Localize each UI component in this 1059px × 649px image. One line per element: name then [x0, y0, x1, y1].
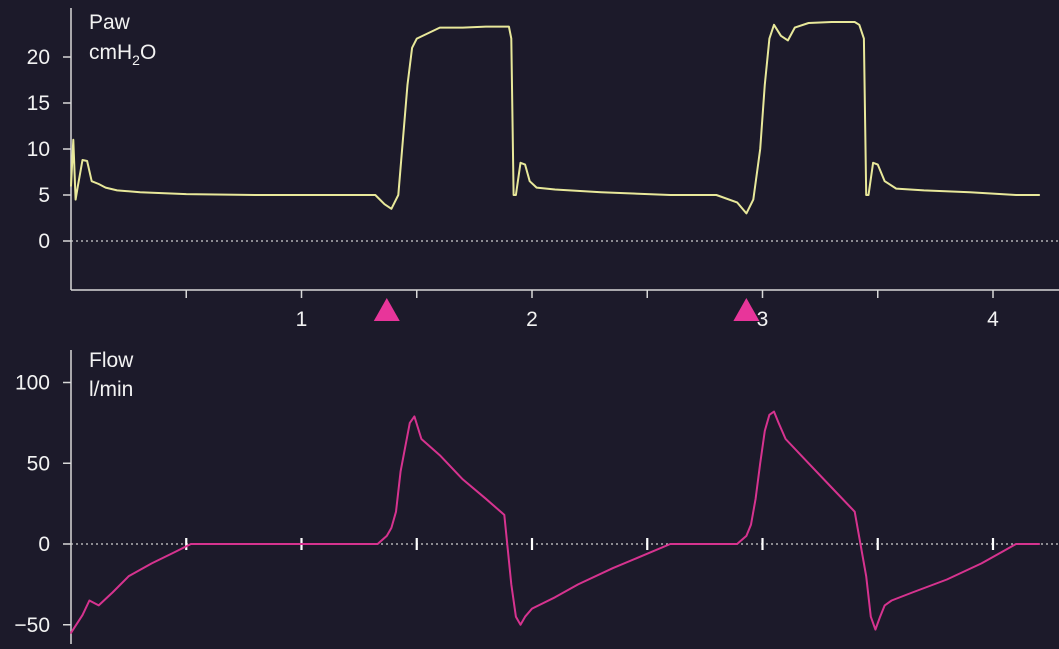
flow-panel: Flow l/min −50 0 50 100	[14, 349, 1059, 644]
paw-trace	[70, 21, 1041, 215]
trigger-marker-triangle	[733, 298, 760, 321]
paw-y-ticks: 0 5 10 15 20	[27, 46, 71, 253]
flow-y-ticks: −50 0 50 100	[14, 372, 71, 637]
paw-y-tick-label: 20	[27, 46, 50, 69]
flow-y-tick-label: 50	[27, 452, 50, 475]
paw-x-ticks: 1 2 3 4	[185, 290, 999, 331]
paw-y-tick-label: 10	[27, 138, 50, 161]
paw-y-tick-label: 5	[38, 184, 50, 207]
paw-unit-main: cmH	[89, 41, 132, 64]
paw-x-tick-label: 2	[526, 308, 538, 331]
paw-title: Paw	[89, 11, 131, 34]
paw-x-tick-label: 1	[296, 308, 308, 331]
paw-y-tick-label: 0	[38, 230, 50, 253]
trigger-marker-triangle	[373, 298, 400, 321]
flow-y-tick-label: 100	[15, 372, 50, 395]
flow-unit: l/min	[89, 378, 133, 401]
trigger-markers	[373, 298, 760, 321]
paw-x-tick-label: 4	[987, 308, 999, 331]
flow-title: Flow	[89, 349, 134, 372]
paw-y-tick-label: 15	[27, 92, 50, 115]
paw-unit-sub: 2	[132, 52, 140, 68]
paw-x-tick-label: 3	[757, 308, 769, 331]
flow-y-tick-label: 0	[38, 533, 50, 556]
flow-trace	[70, 410, 1041, 634]
paw-unit: cmH2O	[89, 41, 156, 68]
flow-y-tick-label: −50	[14, 614, 50, 637]
paw-unit-end: O	[140, 41, 156, 64]
